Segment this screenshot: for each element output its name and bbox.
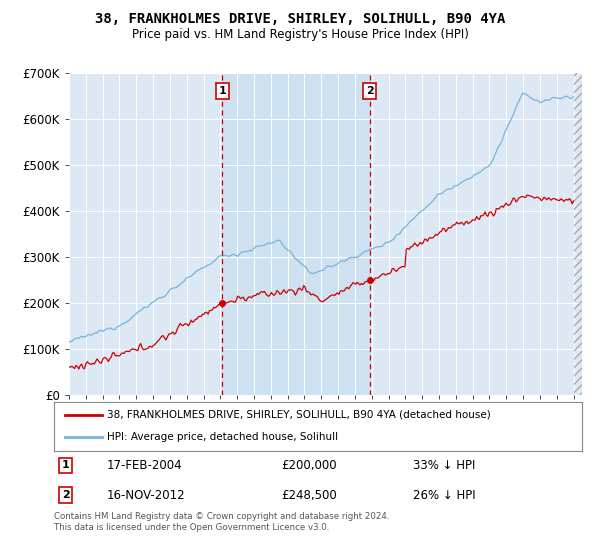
Text: £248,500: £248,500 — [281, 488, 337, 502]
Text: 2: 2 — [366, 86, 374, 96]
Text: 26% ↓ HPI: 26% ↓ HPI — [413, 488, 476, 502]
Text: Contains HM Land Registry data © Crown copyright and database right 2024.
This d: Contains HM Land Registry data © Crown c… — [54, 512, 389, 532]
Text: HPI: Average price, detached house, Solihull: HPI: Average price, detached house, Soli… — [107, 432, 338, 442]
Text: 1: 1 — [218, 86, 226, 96]
Text: 16-NOV-2012: 16-NOV-2012 — [107, 488, 185, 502]
Text: 1: 1 — [62, 460, 70, 470]
Text: Price paid vs. HM Land Registry's House Price Index (HPI): Price paid vs. HM Land Registry's House … — [131, 28, 469, 41]
Text: 33% ↓ HPI: 33% ↓ HPI — [413, 459, 475, 472]
Text: 2: 2 — [62, 490, 70, 500]
Text: 17-FEB-2004: 17-FEB-2004 — [107, 459, 182, 472]
Text: £200,000: £200,000 — [281, 459, 337, 472]
Text: 38, FRANKHOLMES DRIVE, SHIRLEY, SOLIHULL, B90 4YA: 38, FRANKHOLMES DRIVE, SHIRLEY, SOLIHULL… — [95, 12, 505, 26]
Bar — [574, 73, 582, 395]
Text: 38, FRANKHOLMES DRIVE, SHIRLEY, SOLIHULL, B90 4YA (detached house): 38, FRANKHOLMES DRIVE, SHIRLEY, SOLIHULL… — [107, 410, 491, 420]
Bar — [223, 73, 370, 395]
